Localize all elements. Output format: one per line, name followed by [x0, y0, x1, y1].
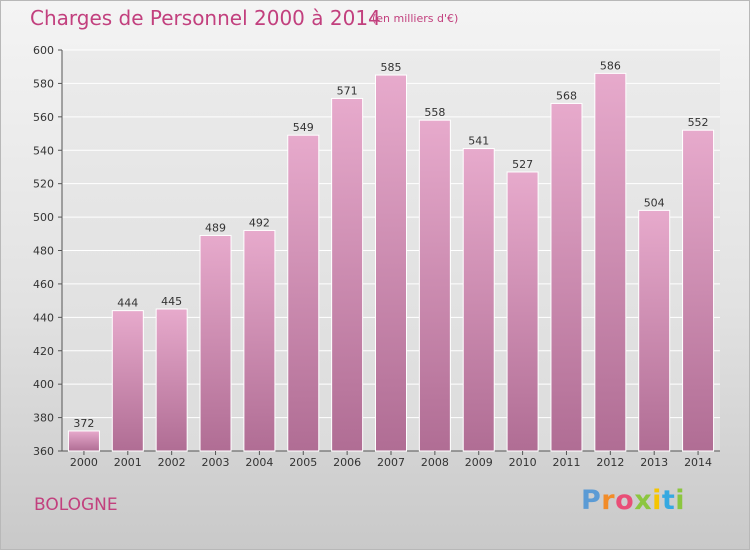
bar: [67, 430, 100, 452]
y-tick-label: 360: [33, 445, 54, 458]
x-tick-label: 2006: [333, 456, 361, 469]
x-tick-label: 2004: [245, 456, 273, 469]
bar: [594, 72, 627, 452]
x-tick-label: 2007: [377, 456, 405, 469]
x-tick-label: 2008: [421, 456, 449, 469]
bar-value-label: 558: [424, 106, 445, 119]
x-tick-label: 2012: [596, 456, 624, 469]
commune-name: BOLOGNE: [34, 495, 118, 515]
bar: [550, 102, 583, 452]
x-tick-label: 2010: [509, 456, 537, 469]
y-tick-label: 380: [33, 412, 54, 425]
y-tick-label: 500: [33, 211, 54, 224]
bar-value-label: 492: [249, 216, 270, 229]
x-tick-label: 2011: [552, 456, 580, 469]
bar: [199, 234, 232, 452]
x-tick-label: 2001: [114, 456, 142, 469]
bar-value-label: 527: [512, 158, 533, 171]
bar-value-label: 372: [73, 417, 94, 430]
y-tick-label: 460: [33, 278, 54, 291]
bar-value-label: 504: [644, 196, 665, 209]
bar-value-label: 552: [688, 116, 709, 129]
bar: [155, 308, 188, 452]
bar-value-label: 571: [337, 84, 358, 97]
bar: [243, 229, 276, 452]
bar: [682, 129, 715, 452]
logo-letter: x: [634, 485, 653, 516]
bar-value-label: 568: [556, 89, 577, 102]
y-tick-label: 400: [33, 378, 54, 391]
bar-value-label: 444: [117, 297, 138, 310]
x-tick-label: 2013: [640, 456, 668, 469]
bar: [331, 97, 364, 452]
y-tick-label: 440: [33, 311, 54, 324]
chart-title: Charges de Personnel 2000 à 2014: [30, 6, 381, 30]
y-tick-label: 420: [33, 345, 54, 358]
y-tick-label: 560: [33, 111, 54, 124]
logo-letter: r: [601, 485, 616, 516]
x-tick-label: 2002: [158, 456, 186, 469]
logo-letter: i: [652, 485, 662, 516]
y-tick-label: 480: [33, 245, 54, 258]
logo-letter: i: [675, 485, 686, 516]
bar-value-label: 549: [293, 121, 314, 134]
x-tick-label: 2005: [289, 456, 317, 469]
logo-letter: o: [615, 485, 635, 516]
bar: [506, 171, 539, 452]
bar: [638, 209, 671, 452]
bar: [418, 119, 451, 452]
y-tick-label: 580: [33, 77, 54, 90]
y-tick-label: 520: [33, 178, 54, 191]
logo-letter: P: [581, 485, 602, 516]
x-tick-label: 2003: [202, 456, 230, 469]
bar-value-label: 586: [600, 59, 621, 72]
x-tick-label: 2000: [70, 456, 98, 469]
y-tick-label: 540: [33, 144, 54, 157]
proxiti-logo: Proxiti: [581, 485, 685, 516]
logo-letter: t: [661, 485, 676, 516]
bar-value-label: 445: [161, 295, 182, 308]
bar: [375, 74, 407, 452]
bar-value-label: 541: [468, 135, 489, 148]
bar: [462, 148, 495, 452]
chart-subtitle: (en milliers d'€): [372, 12, 459, 25]
y-tick-label: 600: [33, 44, 54, 57]
bar-value-label: 585: [381, 61, 402, 74]
bar-value-label: 489: [205, 221, 226, 234]
bar: [287, 134, 320, 452]
bar: [111, 310, 144, 452]
x-tick-label: 2009: [465, 456, 493, 469]
x-tick-label: 2014: [684, 456, 712, 469]
